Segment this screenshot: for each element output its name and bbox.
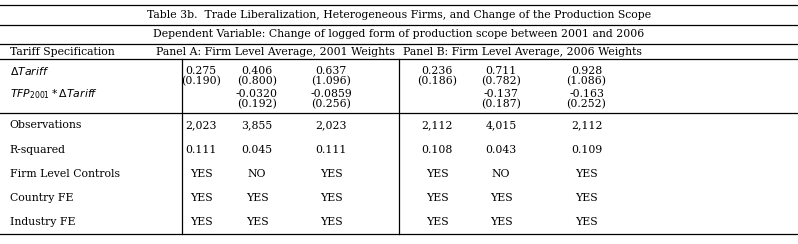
Text: 0.275: 0.275 — [185, 66, 217, 76]
Text: Industry FE: Industry FE — [10, 217, 75, 227]
Text: 2,112: 2,112 — [571, 121, 602, 131]
Text: Observations: Observations — [10, 121, 82, 131]
Text: -0.137: -0.137 — [484, 89, 519, 99]
Text: $\mathit{TFP}_{2001}*\Delta\mathit{Tariff}$: $\mathit{TFP}_{2001}*\Delta\mathit{Tarif… — [10, 87, 97, 101]
Text: 2,112: 2,112 — [421, 121, 453, 131]
Text: (0.186): (0.186) — [417, 76, 457, 87]
Text: (1.096): (1.096) — [311, 76, 351, 87]
Text: -0.0320: -0.0320 — [236, 89, 278, 99]
Text: 0.236: 0.236 — [421, 66, 453, 76]
Text: YES: YES — [320, 193, 342, 203]
Text: -0.0859: -0.0859 — [310, 89, 352, 99]
Text: Panel B: Firm Level Average, 2006 Weights: Panel B: Firm Level Average, 2006 Weight… — [403, 47, 642, 57]
Text: YES: YES — [575, 169, 598, 179]
Text: Table 3b.  Trade Liberalization, Heterogeneous Firms, and Change of the Producti: Table 3b. Trade Liberalization, Heteroge… — [147, 10, 651, 20]
Text: $\Delta$$\mathit{Tariff}$: $\Delta$$\mathit{Tariff}$ — [10, 65, 49, 77]
Text: Tariff Specification: Tariff Specification — [10, 47, 114, 57]
Text: (0.800): (0.800) — [237, 76, 277, 87]
Text: YES: YES — [190, 193, 212, 203]
Text: 0.406: 0.406 — [241, 66, 273, 76]
Text: 0.109: 0.109 — [571, 144, 602, 154]
Text: 0.043: 0.043 — [485, 144, 517, 154]
Text: YES: YES — [246, 217, 268, 227]
Text: YES: YES — [320, 169, 342, 179]
Text: NO: NO — [492, 169, 511, 179]
Text: 0.045: 0.045 — [241, 144, 273, 154]
Text: NO: NO — [247, 169, 267, 179]
Text: YES: YES — [490, 217, 512, 227]
Text: -0.163: -0.163 — [569, 89, 604, 99]
Text: (0.187): (0.187) — [481, 99, 521, 110]
Text: Panel A: Firm Level Average, 2001 Weights: Panel A: Firm Level Average, 2001 Weight… — [156, 47, 395, 57]
Text: Dependent Variable: Change of logged form of production scope between 2001 and 2: Dependent Variable: Change of logged for… — [153, 30, 645, 39]
Text: 0.111: 0.111 — [315, 144, 347, 154]
Text: (0.190): (0.190) — [181, 76, 221, 87]
Text: (1.086): (1.086) — [567, 76, 606, 87]
Text: 0.711: 0.711 — [485, 66, 517, 76]
Text: Country FE: Country FE — [10, 193, 73, 203]
Text: 2,023: 2,023 — [185, 121, 217, 131]
Text: (0.256): (0.256) — [311, 99, 351, 110]
Text: YES: YES — [426, 217, 448, 227]
Text: 2,023: 2,023 — [315, 121, 347, 131]
Text: YES: YES — [575, 193, 598, 203]
Text: 0.928: 0.928 — [571, 66, 602, 76]
Text: 3,855: 3,855 — [241, 121, 273, 131]
Text: YES: YES — [426, 169, 448, 179]
Text: (0.782): (0.782) — [481, 76, 521, 87]
Text: 0.637: 0.637 — [315, 66, 347, 76]
Text: 4,015: 4,015 — [485, 121, 517, 131]
Text: YES: YES — [246, 193, 268, 203]
Text: (0.192): (0.192) — [237, 99, 277, 110]
Text: 0.108: 0.108 — [421, 144, 453, 154]
Text: YES: YES — [190, 169, 212, 179]
Text: YES: YES — [426, 193, 448, 203]
Text: Firm Level Controls: Firm Level Controls — [10, 169, 120, 179]
Text: YES: YES — [320, 217, 342, 227]
Text: R-squared: R-squared — [10, 144, 65, 154]
Text: YES: YES — [575, 217, 598, 227]
Text: YES: YES — [490, 193, 512, 203]
Text: (0.252): (0.252) — [567, 99, 606, 110]
Text: YES: YES — [190, 217, 212, 227]
Text: 0.111: 0.111 — [185, 144, 217, 154]
